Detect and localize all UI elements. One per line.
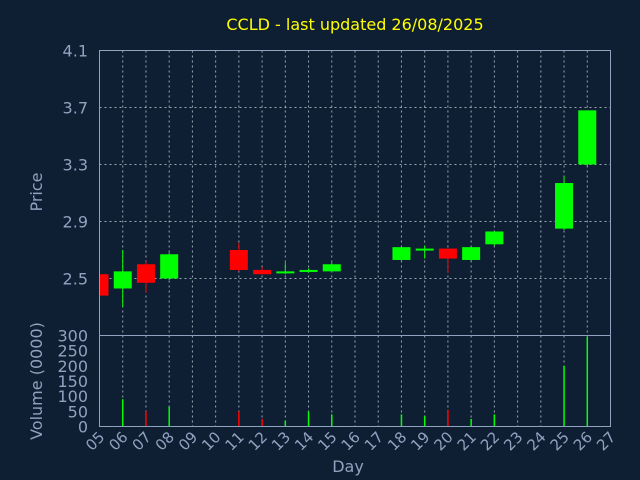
volume-axis-label: Volume (0000) — [27, 322, 46, 440]
price-tick-label: 3.7 — [63, 99, 88, 118]
candle-body — [392, 247, 411, 260]
candle-body — [415, 248, 434, 251]
price-panel-frame — [99, 50, 611, 336]
price-grid — [99, 50, 611, 336]
candle-body — [299, 269, 318, 272]
candle-body — [229, 250, 248, 270]
x-axis-label: Day — [332, 457, 364, 476]
candle-body — [322, 264, 341, 272]
price-tick-labels: 2.5 2.9 3.3 3.7 4.1 — [63, 42, 88, 289]
price-tick-label: 2.9 — [63, 213, 88, 232]
candle-body — [485, 231, 504, 245]
volume-bar — [493, 414, 496, 427]
volume-bar — [121, 399, 124, 427]
candle-body — [136, 264, 155, 283]
volume-bar — [470, 418, 472, 427]
candle-body — [438, 248, 457, 259]
candle-body — [555, 183, 574, 229]
volume-bar — [261, 418, 263, 427]
candle-body — [99, 274, 109, 296]
volume-tick-label: 50 — [68, 402, 88, 421]
candle-body — [462, 247, 481, 260]
day-tick-label: 27 — [593, 428, 619, 454]
price-axis-label: Price — [27, 172, 46, 211]
volume-bar — [423, 415, 426, 427]
volume-bar — [563, 365, 565, 427]
candle-body — [578, 110, 597, 165]
volume-tick-label: 200 — [57, 357, 88, 376]
volume-tick-label: 150 — [57, 372, 88, 391]
volume-panel-frame — [99, 335, 611, 427]
volume-tick-label: 300 — [57, 327, 88, 346]
volume-bars — [121, 337, 589, 427]
candle-body — [113, 271, 132, 289]
chart-title: CCLD - last updated 26/08/2025 — [226, 15, 483, 34]
day-tick-labels: 0506070809101112131415161718192021222324… — [82, 428, 619, 454]
volume-bar — [586, 337, 589, 427]
volume-bar — [307, 411, 310, 427]
volume-bar — [400, 414, 403, 427]
candle-body — [160, 254, 179, 279]
volume-bar — [447, 409, 449, 427]
volume-grid — [122, 335, 588, 427]
volume-tick-label: 250 — [57, 342, 88, 361]
price-tick-label: 2.5 — [63, 270, 88, 289]
volume-bar — [145, 411, 147, 427]
volume-bar — [284, 420, 287, 427]
price-tick-label: 3.3 — [63, 156, 88, 175]
candle-body — [276, 271, 295, 274]
price-tick-label: 4.1 — [63, 42, 88, 61]
volume-bar — [168, 406, 170, 427]
candles — [99, 110, 597, 307]
volume-bar — [331, 414, 333, 427]
volume-bar — [238, 411, 240, 427]
volume-tick-label: 0 — [78, 418, 88, 437]
candle-body — [253, 269, 272, 275]
volume-tick-label: 100 — [57, 387, 88, 406]
